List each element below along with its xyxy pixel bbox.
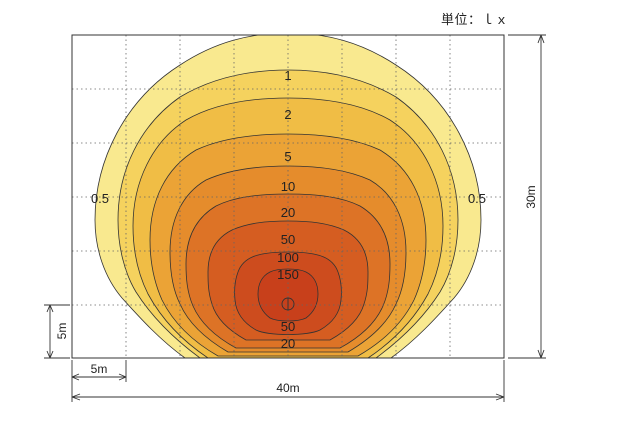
label-0.5-left: 0.5: [91, 191, 109, 206]
contour-150: [257, 268, 319, 322]
label-20-lower: 20: [281, 336, 295, 351]
plot-frame: [71, 34, 505, 359]
grid-lines: [72, 35, 504, 358]
dimension-width-label: 40m: [276, 381, 299, 395]
label-0.5-right: 0.5: [468, 191, 486, 206]
dimension-grid-x-label: 5m: [91, 362, 108, 376]
dimension-height-label: 30m: [524, 185, 538, 208]
label-150: 150: [277, 267, 299, 282]
label-100: 100: [277, 250, 299, 265]
label-10: 10: [281, 179, 295, 194]
luminaire-marker: [281, 297, 295, 311]
dimension-grid-y-label: 5m: [55, 323, 69, 340]
label-2: 2: [284, 107, 291, 122]
contour-bands: [94, 35, 482, 358]
label-50-lower: 50: [281, 319, 295, 334]
dimension-grid-y: [44, 304, 70, 359]
dimension-height: [508, 34, 546, 359]
label-5: 5: [284, 149, 291, 164]
dimension-grid-x: [71, 360, 127, 382]
label-50: 50: [281, 232, 295, 247]
label-20: 20: [281, 205, 295, 220]
label-1: 1: [284, 68, 291, 83]
unit-label: 単位：ｌｘ: [441, 13, 509, 28]
dimension-width: [71, 360, 505, 402]
